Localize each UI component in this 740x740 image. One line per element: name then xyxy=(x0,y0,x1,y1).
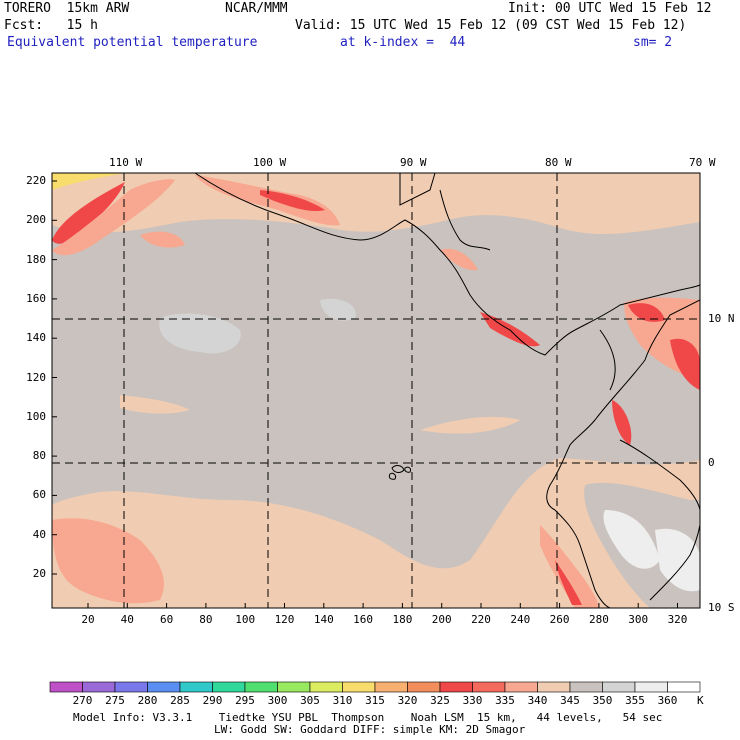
level-label: at k-index = 44 xyxy=(340,35,466,50)
lat-label-10n: 10 N xyxy=(708,312,735,325)
colorbar-swatch xyxy=(504,681,538,693)
x-tick-label: 240 xyxy=(510,613,531,626)
colorbar-label: 355 xyxy=(625,694,645,707)
y-tick-label: 180 xyxy=(26,252,46,266)
colorbar-swatch xyxy=(147,681,181,693)
y-tick-label: 60 xyxy=(32,488,46,502)
colorbar-swatch xyxy=(212,681,246,693)
colorbar-swatch xyxy=(114,681,148,693)
colorbar-swatch xyxy=(602,681,636,693)
x-tick-label: 300 xyxy=(628,613,649,626)
colorbar-swatch xyxy=(439,681,473,693)
colorbar-swatch xyxy=(82,681,116,693)
y-tick-label: 160 xyxy=(26,291,46,305)
colorbar-label: 350 xyxy=(592,694,613,707)
y-tick-label: 40 xyxy=(32,527,46,541)
y-tick-label: 200 xyxy=(26,213,46,227)
x-tick-label: 120 xyxy=(274,613,295,626)
y-tick-label: 20 xyxy=(32,567,46,580)
x-tick-label: 180 xyxy=(392,613,413,626)
plot-frame xyxy=(51,172,701,609)
y-tick-label: 80 xyxy=(32,449,46,463)
x-tick-label: 220 xyxy=(471,613,491,626)
colorbar-label: 275 xyxy=(105,694,125,707)
colorbar-swatch xyxy=(569,681,603,693)
field-shading xyxy=(52,173,700,608)
colorbar-label: 325 xyxy=(430,694,450,707)
x-tick-label: 80 xyxy=(199,613,213,626)
colorbar-label: 305 xyxy=(300,694,320,707)
colorbar-swatch xyxy=(309,681,343,693)
x-tick-label: 280 xyxy=(588,613,609,626)
colorbar-swatch xyxy=(634,681,668,693)
colorbar-label: 340 xyxy=(527,694,548,707)
colorbar-label: 315 xyxy=(365,694,385,707)
colorbar xyxy=(49,681,701,693)
y-tick-label: 120 xyxy=(26,370,46,384)
init-time: Init: 00 UTC Wed 15 Feb 12 xyxy=(508,1,712,16)
x-tick-label: 20 xyxy=(81,613,95,626)
colorbar-swatch xyxy=(472,681,506,693)
x-tick-label: 140 xyxy=(313,613,334,626)
organization: NCAR/MMM xyxy=(225,1,288,16)
lat-label-0: 0 xyxy=(708,456,715,469)
lon-label-100w: 100 W xyxy=(253,156,287,169)
y-tick-marks xyxy=(52,180,57,575)
colorbar-swatch xyxy=(407,681,441,693)
coastlines xyxy=(194,173,700,608)
lon-label-80w: 80 W xyxy=(545,156,572,169)
colorbar-swatch xyxy=(374,681,408,693)
lat-label-10s: 10 S xyxy=(708,601,735,614)
colorbar-unit: K xyxy=(697,694,704,707)
colorbar-label: 320 xyxy=(397,694,418,707)
colorbar-swatch xyxy=(277,681,311,693)
colorbar-swatch xyxy=(537,681,571,693)
x-tick-label: 260 xyxy=(549,613,570,626)
colorbar-swatch xyxy=(342,681,376,693)
field-name: Equivalent potential temperature xyxy=(7,35,258,50)
graticule xyxy=(52,173,700,608)
lon-label-90w: 90 W xyxy=(400,156,427,169)
colorbar-label: 310 xyxy=(332,694,353,707)
colorbar-label: 270 xyxy=(72,694,93,707)
colorbar-label: 280 xyxy=(137,694,158,707)
colorbar-swatch xyxy=(179,681,213,693)
colorbar-swatch xyxy=(49,681,83,693)
colorbar-swatch xyxy=(244,681,278,693)
x-tick-label: 160 xyxy=(353,613,374,626)
colorbar-label: 335 xyxy=(495,694,515,707)
valid-time: Valid: 15 UTC Wed 15 Feb 12 (09 CST Wed … xyxy=(295,18,687,33)
lon-label-70w: 70 W xyxy=(689,156,716,169)
x-tick-label: 320 xyxy=(667,613,688,626)
physics-info: LW: Godd SW: Goddard DIFF: simple KM: 2D… xyxy=(214,723,526,736)
model-name: TORERO 15km ARW xyxy=(4,1,130,16)
y-tick-label: 100 xyxy=(26,409,46,423)
y-tick-label: 220 xyxy=(26,174,46,187)
x-tick-marks xyxy=(87,603,678,608)
colorbar-label: 330 xyxy=(462,694,483,707)
colorbar-label: 290 xyxy=(202,694,223,707)
x-tick-label: 200 xyxy=(431,613,452,626)
lon-label-110w: 110 W xyxy=(109,156,143,169)
colorbar-swatch xyxy=(667,681,701,693)
x-tick-label: 60 xyxy=(159,613,174,626)
smoothing-label: sm= 2 xyxy=(633,35,673,50)
colorbar-label: 300 xyxy=(267,694,288,707)
colorbar-label: 345 xyxy=(560,694,580,707)
colorbar-label: 285 xyxy=(170,694,190,707)
y-tick-label: 140 xyxy=(26,331,46,345)
colorbar-label: 295 xyxy=(235,694,255,707)
x-tick-label: 40 xyxy=(120,613,134,626)
colorbar-label: 360 xyxy=(657,694,678,707)
x-tick-label: 100 xyxy=(235,613,256,626)
model-info: Model Info: V3.3.1 Tiedtke YSU PBL Thomp… xyxy=(73,711,663,724)
forecast-hour: Fcst: 15 h xyxy=(4,18,98,33)
